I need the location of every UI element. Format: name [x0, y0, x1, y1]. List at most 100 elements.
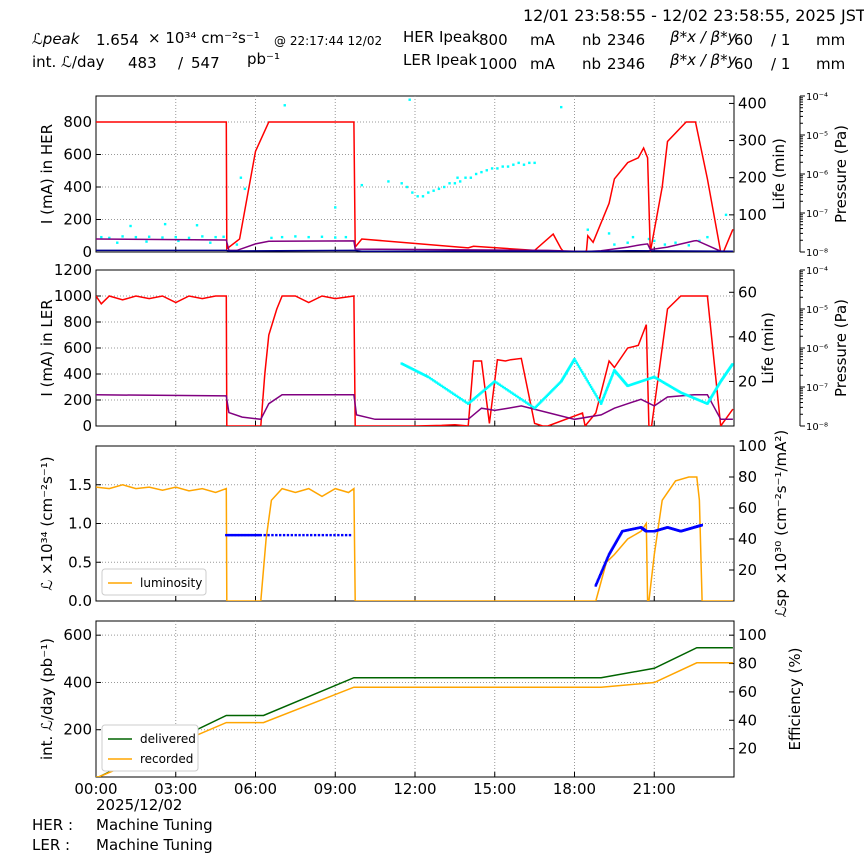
series-point: [601, 568, 604, 572]
y2-axis-label: ℒsp ×10³⁰ (cm⁻²s⁻¹/mA²): [772, 430, 790, 618]
series-point: [250, 533, 254, 537]
series-point: [225, 533, 228, 537]
x-tick-label: 21:00: [633, 780, 676, 798]
lpeak-label: ℒpeak: [32, 30, 80, 48]
scatter-point: [501, 165, 504, 168]
series-point: [452, 392, 455, 395]
pressure-tick-label: 10⁻⁷: [806, 383, 828, 394]
series-point: [520, 398, 523, 401]
footer-ler-label: LER :: [32, 836, 71, 854]
series-point: [440, 384, 443, 388]
series-point: [238, 533, 241, 537]
scatter-point: [294, 235, 297, 238]
y-tick-label: 0.0: [68, 592, 92, 610]
scatter-point: [121, 235, 124, 238]
series-point: [596, 580, 599, 583]
series-point: [576, 363, 580, 366]
series-line-series2: [96, 249, 733, 252]
scatter-point: [607, 232, 611, 235]
x-tick-label: 06:00: [234, 780, 277, 798]
scatter-point: [195, 224, 199, 227]
scatter-point: [145, 240, 148, 243]
y-axis-label: I (mA) in LER: [38, 299, 56, 396]
scatter-point: [320, 235, 324, 238]
series-point: [523, 400, 526, 403]
series-point: [593, 391, 596, 394]
series-point: [500, 384, 503, 388]
series-point: [582, 372, 585, 376]
series-point: [607, 383, 611, 386]
y2-tick-label: 20: [738, 372, 757, 390]
scatter-point: [129, 224, 132, 228]
series-point: [253, 533, 257, 537]
series-point: [596, 579, 600, 582]
x-tick-label: 00:00: [74, 780, 117, 798]
ler-ipeak-label: LER Ipeak: [403, 51, 478, 69]
series-line-series1: [96, 394, 733, 421]
footer-date: 2025/12/02: [96, 796, 183, 814]
y2-tick-label: 100: [738, 206, 767, 224]
series-point: [584, 376, 587, 379]
series-point: [597, 398, 601, 402]
pressure-tick-label: 10⁻⁶: [806, 170, 828, 181]
footer-her-label: HER :: [32, 816, 74, 834]
series-point: [498, 383, 501, 386]
ler-beta-y: / 1: [771, 55, 791, 73]
series-point: [229, 533, 232, 537]
scatter-point: [560, 105, 563, 109]
scatter-point: [647, 237, 651, 241]
series-point: [246, 533, 250, 537]
scatter-point: [631, 235, 635, 239]
series-point: [602, 395, 606, 398]
y-tick-label: 0: [82, 243, 92, 261]
series-point: [306, 533, 309, 537]
her-nb-value: 2346: [607, 31, 646, 49]
intl-unit: pb⁻¹: [247, 50, 280, 68]
scatter-point: [280, 235, 284, 239]
series-point: [427, 375, 430, 379]
her-beta-unit: mm: [816, 31, 846, 49]
series-point: [240, 533, 244, 537]
scatter-point: [214, 235, 217, 239]
series-point: [592, 389, 595, 392]
scatter-point: [222, 235, 225, 238]
y2-tick-label: 20: [738, 561, 757, 579]
scatter-point: [528, 161, 531, 165]
series-point: [731, 363, 734, 366]
series-point: [298, 533, 301, 537]
pressure-tick-label: 10⁻⁷: [806, 209, 828, 220]
series-point: [526, 402, 530, 405]
series-point: [607, 554, 610, 557]
series-point: [595, 395, 598, 398]
series-point: [290, 533, 294, 537]
series-point: [438, 383, 442, 386]
series-point: [600, 570, 604, 573]
series-point: [493, 380, 496, 383]
series-point: [271, 533, 274, 537]
series-point: [597, 577, 600, 581]
scatter-point: [496, 167, 499, 170]
series-point: [432, 379, 435, 382]
series-line-series2: [96, 0, 733, 25]
footer-her-status: Machine Tuning: [96, 816, 213, 834]
pressure-tick-label: 10⁻⁸: [806, 248, 828, 259]
x-tick-label: 03:00: [154, 780, 197, 798]
series-point: [302, 533, 305, 537]
scatter-point: [653, 239, 656, 243]
series-point: [428, 376, 432, 380]
scatter-point: [116, 241, 119, 244]
series-point: [601, 398, 604, 401]
series-point: [611, 373, 614, 376]
series-point: [577, 365, 581, 368]
series-point: [587, 382, 591, 385]
y2-tick-label: 60: [738, 683, 757, 701]
series-point: [602, 566, 605, 569]
y2-tick-label: 100: [738, 626, 767, 644]
series-point: [279, 533, 282, 537]
scatter-point: [674, 241, 677, 244]
ler-ipeak-unit: mA: [530, 55, 555, 73]
y2-tick-label: 200: [738, 169, 767, 187]
intl-slash: /: [178, 54, 184, 72]
series-point: [603, 563, 606, 567]
scatter-point: [453, 182, 457, 185]
